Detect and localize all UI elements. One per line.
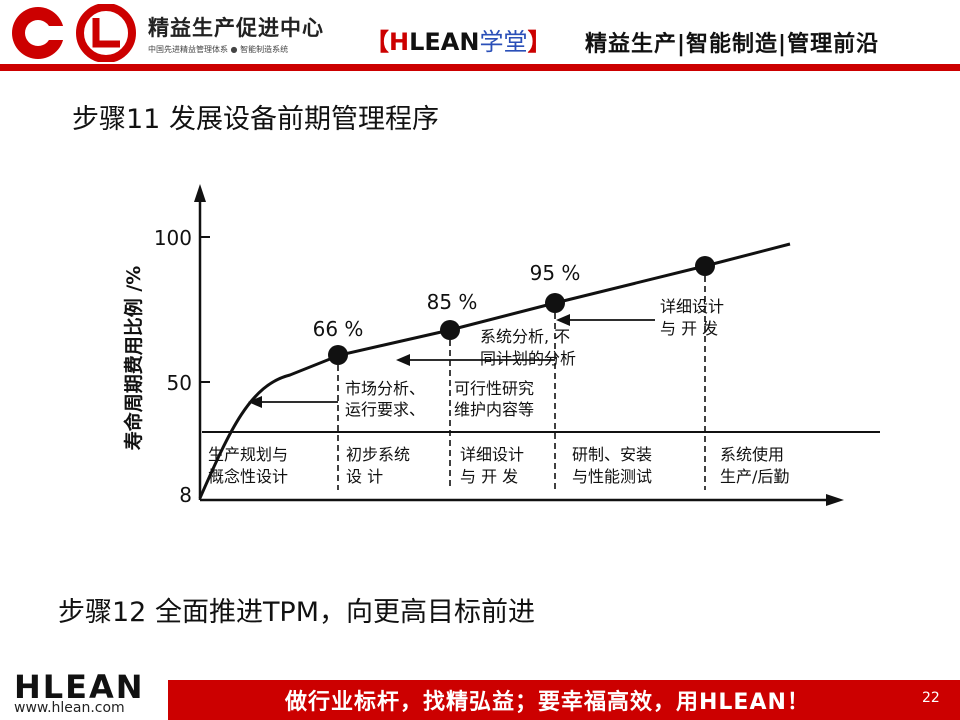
- note-2a: 可行性研究: [454, 379, 534, 398]
- cost-curve: [198, 242, 791, 499]
- lifecycle-cost-diagram: 100 50 8 寿命周期费用比例 /% 66 % 85 % 95 % 市场分析…: [122, 184, 880, 507]
- page-number: 22: [922, 690, 940, 706]
- header-slogan: 精益生产|智能制造|管理前沿: [585, 32, 880, 57]
- note-1b: 运行要求、: [345, 400, 425, 419]
- tick-label-8: 8: [179, 483, 192, 507]
- phase-5-a: 系统使用: [720, 445, 784, 464]
- header-divider: [0, 64, 960, 71]
- footer-motto: 做行业标杆，找精弘益；要幸福高效，用HLEAN！: [285, 690, 810, 715]
- phase-2-a: 初步系统: [346, 445, 410, 464]
- point-95: [545, 293, 565, 313]
- brand-name: 精益生产促进中心: [148, 16, 324, 40]
- tag-school: 学堂: [479, 28, 528, 56]
- phase-2-b: 设 计: [346, 467, 383, 486]
- footer-url[interactable]: www.hlean.com: [14, 700, 125, 716]
- point-85: [440, 320, 460, 340]
- header: 精益生产促进中心 中国先进精益管理体系 ● 智能制造系统 【HLEAN学堂】 精…: [0, 0, 960, 71]
- hlean-school-tag: 【HLEAN学堂】: [365, 22, 551, 57]
- tag-bracket-open: 【: [365, 28, 389, 56]
- tag-lean: LEAN: [409, 28, 480, 56]
- company-logo-icon: [12, 4, 136, 62]
- arrow-1-head-icon: [248, 396, 262, 408]
- y-axis-label: 寿命周期费用比例 /%: [122, 266, 145, 451]
- point-label-66: 66 %: [313, 317, 364, 341]
- phase-4-a: 研制、安装: [572, 445, 652, 464]
- phase-3-a: 详细设计: [460, 445, 524, 464]
- note-3a: 系统分析, 不: [480, 327, 570, 346]
- step-12-title: 步骤12 全面推进TPM，向更高目标前进: [58, 597, 536, 628]
- brand-subtitle: 中国先进精益管理体系 ● 智能制造系统: [148, 45, 289, 54]
- phase-4-b: 与性能测试: [572, 467, 652, 486]
- note-4a: 详细设计: [660, 297, 724, 316]
- point-label-85: 85 %: [427, 290, 478, 314]
- note-3b: 同计划的分析: [480, 349, 576, 368]
- note-1a: 市场分析、: [345, 379, 425, 398]
- y-axis-arrow-icon: [194, 184, 206, 202]
- tick-label-100: 100: [154, 226, 192, 250]
- tag-bracket-close: 】: [527, 28, 552, 56]
- footer-bar: [168, 680, 960, 720]
- tag-h: H: [389, 28, 410, 56]
- note-2b: 维护内容等: [454, 400, 534, 419]
- point-top: [695, 256, 715, 276]
- phase-1-a: 生产规划与: [208, 445, 288, 464]
- x-axis-arrow-icon: [826, 494, 844, 506]
- note-4b: 与 开 发: [660, 319, 718, 338]
- phase-5-b: 生产/后勤: [720, 467, 789, 486]
- phase-3-b: 与 开 发: [460, 467, 518, 486]
- footer-logo: HLEAN: [14, 668, 145, 706]
- phase-1-b: 概念性设计: [208, 467, 288, 486]
- step-11-title: 步骤11 发展设备前期管理程序: [72, 104, 439, 135]
- point-66: [328, 345, 348, 365]
- arrow-4-head-icon: [556, 314, 570, 326]
- point-label-95: 95 %: [530, 261, 581, 285]
- tick-label-50: 50: [167, 371, 192, 395]
- arrow-3-head-icon: [396, 354, 410, 366]
